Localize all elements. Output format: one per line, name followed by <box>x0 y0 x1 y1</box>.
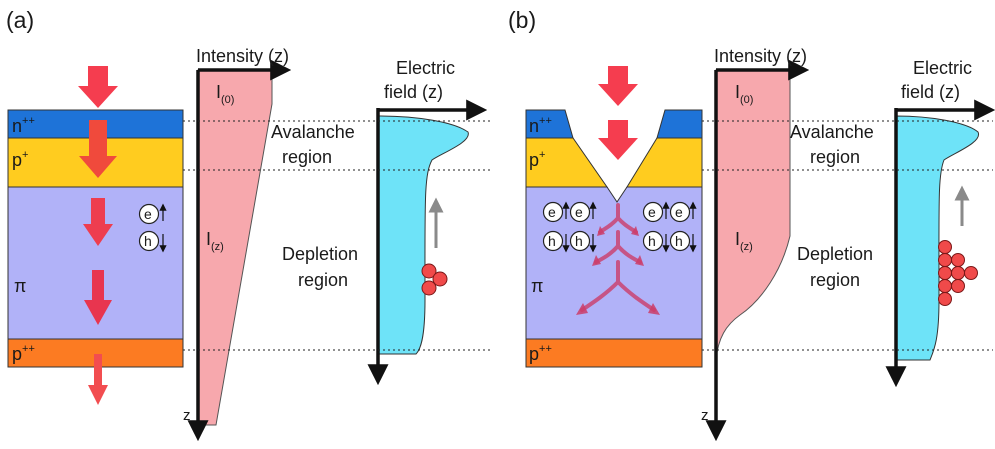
layer-p-plus-right <box>626 137 703 188</box>
light-arrows-b <box>598 66 638 160</box>
electron-particle <box>938 253 952 267</box>
electron-particle <box>938 279 952 293</box>
panel-a: (a) n++ p+ π p++ e h <box>6 7 488 442</box>
hole-circle <box>138 230 160 252</box>
electron-label: e <box>575 204 583 220</box>
hole-label: h <box>648 233 656 249</box>
hole-circle <box>669 230 691 252</box>
light-arrow-groove <box>598 120 638 160</box>
electron-particle <box>951 253 965 267</box>
electron-particle <box>432 271 448 287</box>
layer-p-plus-plus <box>525 338 703 368</box>
avalanche-region-label-2: region <box>282 147 332 167</box>
branch-arrowhead <box>635 255 644 266</box>
carriers-b: e e e e h h h h <box>542 201 697 253</box>
hole-label: h <box>675 233 683 249</box>
light-arrow-layer-2 <box>83 198 113 246</box>
branch-arrowhead <box>592 255 601 266</box>
electron-particles <box>938 240 978 306</box>
hole-circle <box>642 230 664 252</box>
depletion-region-label-2: region <box>810 270 860 290</box>
light-arrow-incident <box>78 66 118 108</box>
electron-circle <box>138 203 160 225</box>
region-guides <box>183 120 993 351</box>
field-axis-title: Electric <box>913 58 972 78</box>
intensity-i0-label: I(0) <box>735 82 753 106</box>
electron-particle <box>951 279 965 293</box>
avalanche-region-label-2: region <box>810 147 860 167</box>
branch-arrowheads <box>576 226 660 315</box>
carriers-a: e h <box>138 203 167 253</box>
layer-n-plus-plus-right <box>656 109 703 139</box>
intensity-iz-label: I(z) <box>206 229 224 253</box>
electron-particle <box>421 280 437 296</box>
hole-circle <box>569 230 591 252</box>
electron-label: e <box>548 204 556 220</box>
electron-circle <box>542 201 564 223</box>
electron-label: e <box>675 204 683 220</box>
field-plot-a: Electric field (z) <box>367 58 488 386</box>
electron-particle <box>964 266 978 280</box>
intensity-axis-title: Intensity (z) <box>196 46 289 66</box>
panel-b: (b) n++ p+ π p++ <box>508 7 995 442</box>
hole-label: h <box>548 233 556 249</box>
light-arrows-a <box>78 66 118 405</box>
layer-label-n: n++ <box>12 115 35 136</box>
electron-circle <box>642 201 664 223</box>
electron-circle <box>569 201 591 223</box>
intensity-iz-label: I(z) <box>735 229 753 253</box>
field-axis-title: Electric <box>396 58 455 78</box>
layer-label-pi: π <box>531 276 543 296</box>
light-arrow-layer-3 <box>84 270 112 325</box>
avalanche-region-label: Avalanche <box>271 122 355 142</box>
light-arrow-incident <box>598 66 638 106</box>
hole-label: h <box>144 233 152 249</box>
electron-circle <box>669 201 691 223</box>
electron-particle <box>938 240 952 254</box>
intensity-profile <box>715 69 791 361</box>
layer-label-n: n++ <box>529 115 552 136</box>
electron-particle <box>938 292 952 306</box>
layer-label-p-plus-plus: p++ <box>12 343 35 364</box>
electron-particle <box>951 266 965 280</box>
depletion-region-label: Depletion <box>282 244 358 264</box>
panel-a-label: (a) <box>6 7 34 33</box>
depth-axis-label: z <box>701 407 709 424</box>
branch-arrowhead <box>597 226 605 236</box>
field-plot-b: Electric field (z) <box>885 58 995 388</box>
electron-particle <box>938 266 952 280</box>
field-axis-title-2: field (z) <box>384 82 443 102</box>
avalanche-region-label: Avalanche <box>790 122 874 142</box>
light-arrow-layer-1 <box>79 120 117 178</box>
branch-arrowhead <box>631 226 639 236</box>
layer-label-pi: π <box>14 276 26 296</box>
depletion-region-label-2: region <box>298 270 348 290</box>
branch-arrowhead <box>648 303 660 315</box>
intensity-plot-b: Intensity (z) z I(0) I(z) <box>701 46 810 442</box>
device-stack-b <box>525 109 703 368</box>
layer-label-p-plus: p+ <box>529 149 545 170</box>
depletion-region-label: Depletion <box>797 244 873 264</box>
electron-label: e <box>648 204 656 220</box>
depth-axis-label: z <box>183 407 191 424</box>
hole-label: h <box>575 233 583 249</box>
panel-b-label: (b) <box>508 7 536 33</box>
hole-circle <box>542 230 564 252</box>
layer-label-p-plus-plus: p++ <box>529 343 552 364</box>
light-arrow-transmitted <box>88 354 108 405</box>
field-axis-title-2: field (z) <box>901 82 960 102</box>
field-profile <box>895 115 979 361</box>
intensity-i0-label: I(0) <box>216 82 234 106</box>
intensity-plot-a: Intensity (z) z I(0) I(z) <box>183 46 292 442</box>
electron-label: e <box>144 206 152 222</box>
layer-label-p-plus: p+ <box>12 149 28 170</box>
field-profile <box>377 115 469 355</box>
branch-arrowhead <box>576 303 588 315</box>
electron-particle <box>421 263 437 279</box>
intensity-axis-title: Intensity (z) <box>714 46 807 66</box>
